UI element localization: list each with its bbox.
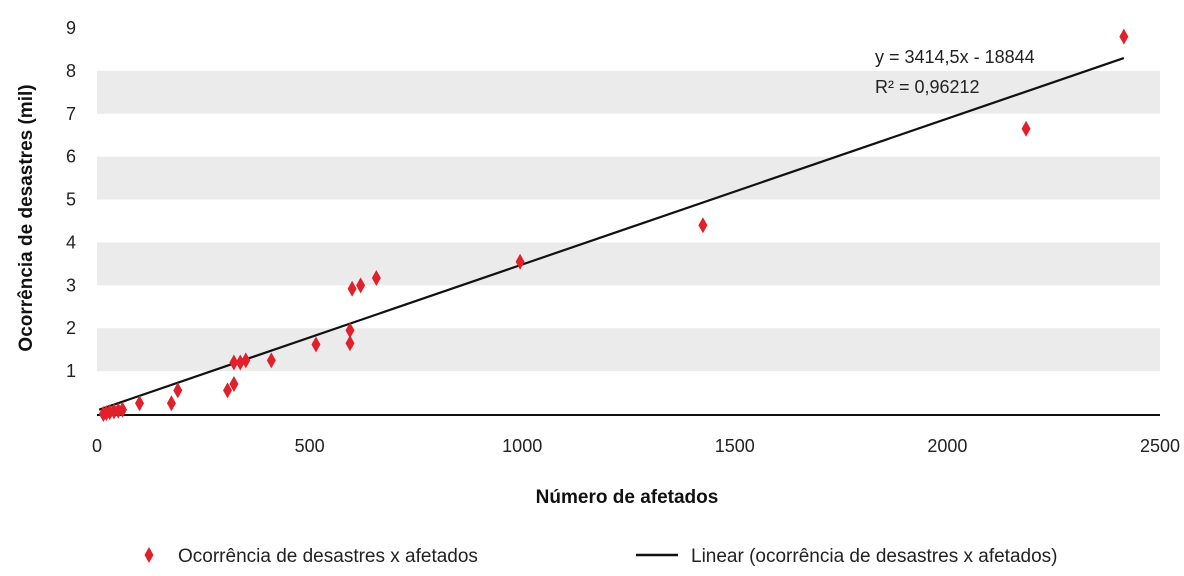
legend-label-series: Ocorrência de desastres x afetados — [178, 546, 478, 567]
data-point — [229, 354, 239, 371]
trendline — [98, 56, 1125, 411]
y-tick-label: 1 — [66, 361, 76, 381]
y-tick-label: 9 — [66, 18, 76, 38]
data-point — [241, 352, 251, 369]
y-tick-label: 5 — [66, 190, 76, 210]
data-point — [311, 336, 321, 353]
data-point — [345, 335, 355, 352]
y-tick-label: 2 — [66, 318, 76, 338]
data-point — [229, 375, 239, 392]
data-point — [356, 277, 366, 294]
x-axis-title: Número de afetados — [536, 487, 719, 508]
data-point — [266, 352, 276, 369]
data-point — [135, 395, 145, 412]
y-axis-title: Ocorrência de desastres (mil) — [16, 84, 37, 351]
grid-band — [97, 328, 1160, 372]
legend-label-trendline: Linear (ocorrência de desastres x afetad… — [691, 546, 1057, 567]
trendline-r-squared: R² = 0,96212 — [875, 77, 980, 97]
y-tick-label: 6 — [66, 147, 76, 167]
legend: Ocorrência de desastres x afetados Linea… — [144, 546, 1057, 567]
data-point — [371, 270, 381, 287]
data-point — [1119, 28, 1129, 45]
data-point — [223, 382, 233, 399]
x-tick-label: 1000 — [502, 436, 542, 456]
legend-diamond — [144, 547, 154, 563]
x-tick-labels: 0 500 1000 1500 2000 2500 — [92, 436, 1180, 456]
y-tick-label: 7 — [66, 104, 76, 124]
x-tick-label: 1500 — [715, 436, 755, 456]
grid-band — [97, 242, 1160, 286]
data-point — [515, 253, 525, 270]
data-point — [1021, 120, 1031, 137]
y-tick-label: 4 — [66, 232, 76, 252]
x-tick-label: 0 — [92, 436, 102, 456]
grid-band — [97, 70, 1160, 114]
data-point — [166, 395, 176, 412]
data-point — [118, 401, 128, 418]
data-point — [345, 322, 355, 339]
legend-diamond-marker — [144, 547, 154, 563]
data-points — [98, 28, 1129, 422]
y-tick-label: 8 — [66, 61, 76, 81]
x-tick-label: 500 — [295, 436, 325, 456]
y-tick-label: 3 — [66, 275, 76, 295]
grid-bands — [97, 70, 1160, 372]
data-point — [347, 280, 357, 297]
trendline-equation: y = 3414,5x - 18844 — [875, 47, 1035, 67]
x-tick-label: 2500 — [1140, 436, 1180, 456]
data-point — [698, 217, 708, 234]
grid-band — [97, 156, 1160, 200]
data-point — [173, 382, 183, 399]
x-tick-label: 2000 — [927, 436, 967, 456]
trendline-group — [98, 56, 1125, 411]
y-tick-labels: 1 2 3 4 5 6 7 8 9 — [66, 18, 76, 381]
